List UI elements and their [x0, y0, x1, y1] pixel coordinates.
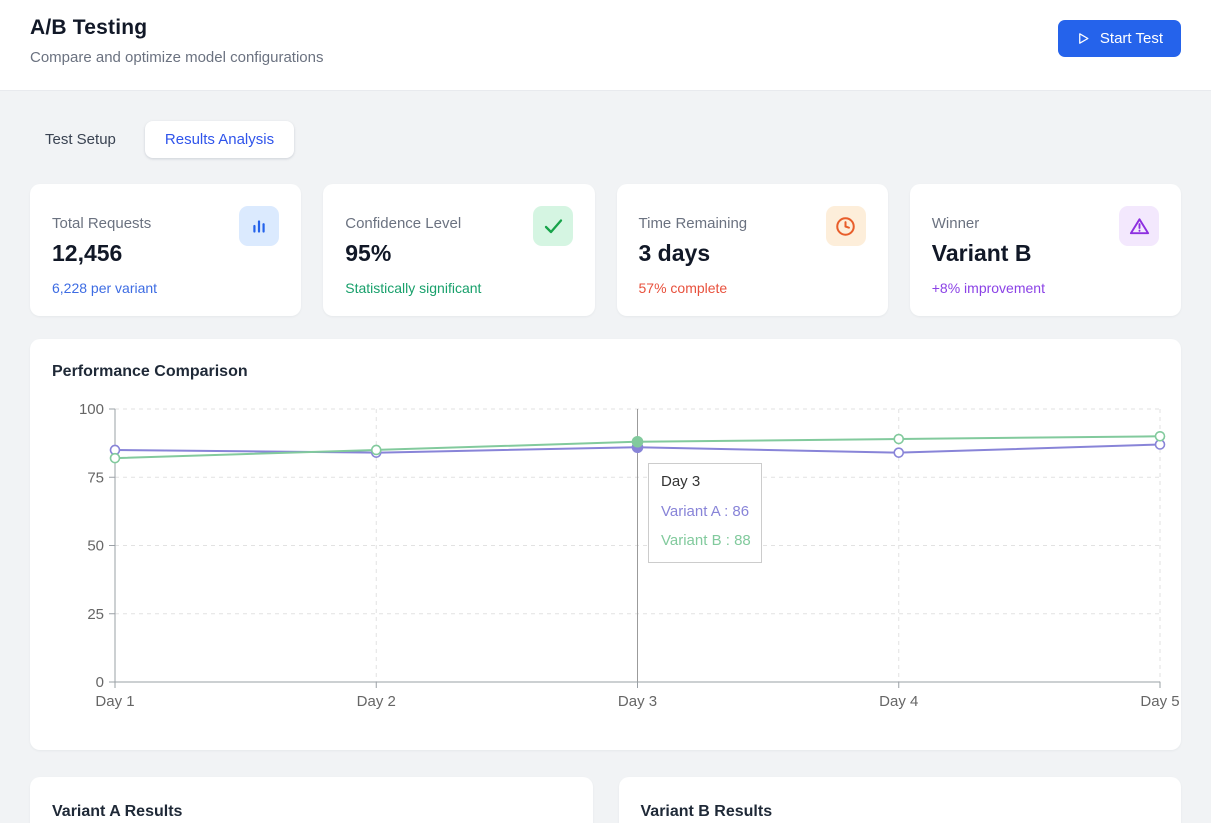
chart-title: Performance Comparison — [52, 363, 248, 380]
tooltip-title: Day 3 — [661, 473, 701, 490]
svg-text:75: 75 — [87, 469, 104, 486]
svg-text:100: 100 — [79, 401, 104, 418]
stat-card-time-remaining: Time Remaining 3 days 57% complete — [616, 184, 888, 316]
stat-card-confidence-level: Confidence Level 95% Statistically signi… — [323, 184, 595, 316]
svg-text:0: 0 — [96, 674, 104, 691]
svg-text:Day 1: Day 1 — [95, 693, 134, 709]
stat-label: Winner — [931, 215, 980, 232]
check-icon — [532, 206, 573, 246]
stat-subtext: +8% improvement — [931, 280, 1045, 296]
stat-card-total-requests: Total Requests 12,456 6,228 per variant — [30, 184, 302, 316]
stat-card-winner: Winner Variant B +8% improvement — [909, 184, 1181, 316]
main-content: Test Setup Results Analysis Total Reques… — [0, 91, 1211, 823]
stat-label: Confidence Level — [345, 215, 462, 232]
stats-row: Total Requests 12,456 6,228 per variant … — [30, 184, 1181, 316]
variant-b-results-title: Variant B Results — [640, 803, 773, 820]
svg-text:Day 5: Day 5 — [1140, 693, 1179, 709]
variant-results-row: Variant A Results Variant B Results — [30, 777, 1181, 823]
svg-text:50: 50 — [87, 538, 104, 555]
stat-subtext: Statistically significant — [345, 280, 482, 296]
performance-comparison-card: Performance Comparison 0 25 50 75 100 Day 1 Da… — [30, 339, 1181, 750]
line-chart[interactable]: 0 25 50 75 100 Day 1 Day 2 Day 3 Day 4 Day 5 Day … — [52, 397, 1181, 709]
tooltip-entry-variant-b: Variant B : 88 — [661, 532, 751, 549]
variant-a-results-title: Variant A Results — [52, 803, 183, 820]
bar-chart-icon — [239, 206, 280, 246]
stat-label: Time Remaining — [638, 215, 748, 232]
chart-tooltip: Day 3 Variant A : 86 Variant B : 88 — [648, 463, 762, 563]
svg-text:Day 3: Day 3 — [618, 693, 657, 709]
warning-icon — [1119, 206, 1159, 246]
stat-value: 3 days — [638, 240, 711, 266]
variant-b-results-card: Variant B Results — [618, 777, 1181, 823]
start-test-button[interactable]: Start Test — [1057, 20, 1181, 57]
header-text: A/B Testing Compare and optimize model c… — [30, 16, 324, 66]
start-test-label: Start Test — [1099, 30, 1163, 47]
stat-label: Total Requests — [52, 215, 152, 232]
play-icon — [1076, 31, 1091, 46]
tab-test-setup[interactable]: Test Setup — [45, 131, 116, 148]
svg-text:Day 2: Day 2 — [357, 693, 396, 709]
page-title: A/B Testing — [30, 16, 148, 39]
page-subtitle: Compare and optimize model configuration… — [30, 49, 324, 66]
stat-value: 95% — [345, 240, 392, 266]
page-header: A/B Testing Compare and optimize model c… — [0, 0, 1211, 91]
stat-value: 12,456 — [52, 240, 123, 266]
svg-text:Day 4: Day 4 — [879, 693, 918, 709]
tooltip-entry-variant-a: Variant A : 86 — [661, 502, 750, 520]
chart-canvas[interactable]: 0 25 50 75 100 Day 1 Day 2 Day 3 Day 4 Day 5 — [52, 397, 1181, 709]
tab-bar: Test Setup Results Analysis — [30, 121, 1181, 158]
stat-subtext: 57% complete — [638, 280, 728, 296]
svg-text:25: 25 — [87, 606, 104, 623]
tab-results-analysis[interactable]: Results Analysis — [144, 121, 295, 158]
variant-a-results-card: Variant A Results — [30, 777, 593, 823]
clock-icon — [825, 206, 866, 246]
stat-subtext: 6,228 per variant — [52, 280, 158, 296]
stat-value: Variant B — [931, 240, 1032, 266]
